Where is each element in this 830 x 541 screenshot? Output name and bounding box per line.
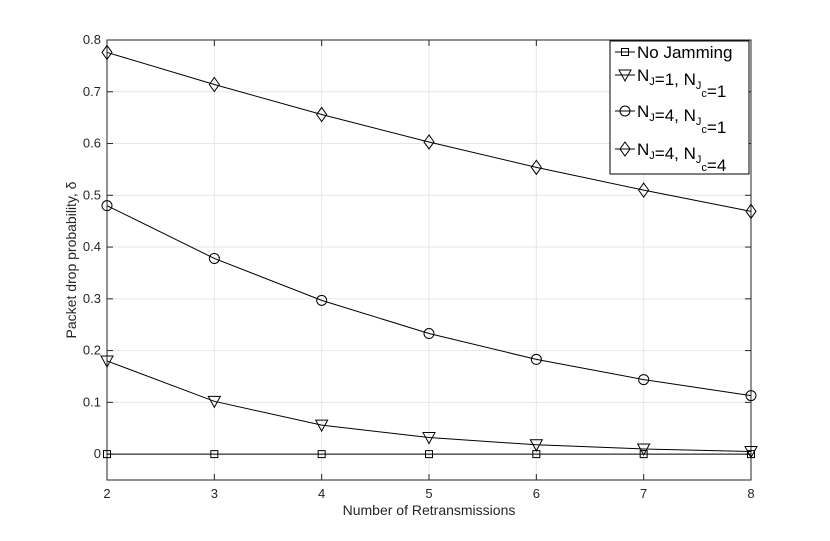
series-3 [101, 200, 757, 402]
data-point [425, 450, 433, 459]
legend: No Jamming NJ=1, NJc=1NJ=4, NJc=1NJ=4, NJ… [609, 40, 750, 175]
x-tick-label: 4 [318, 486, 325, 501]
y-tick-label: 0.8 [83, 32, 101, 47]
x-tick-label: 8 [747, 486, 754, 501]
series-2 [100, 355, 758, 459]
data-point [208, 252, 220, 264]
series-line [106, 51, 752, 212]
legend-marker [619, 105, 631, 117]
series-4 [101, 44, 757, 220]
axis-ticks: 2 3 4 5 6 7 8 0 0.1 0.2 0.3 0.4 0.5 0.6 0.7 0.8 [83, 32, 755, 501]
series-line [106, 360, 752, 453]
legend-entry: NJ=4, NJc=1 [615, 102, 726, 137]
data-point [423, 134, 435, 150]
data-point [210, 450, 219, 459]
legend-entry: No Jamming [615, 43, 732, 62]
y-tick-label: 0.6 [83, 136, 101, 151]
legend-entry: NJ=4, NJc=4 [615, 140, 726, 175]
data-point [639, 450, 648, 459]
x-tick-label: 3 [211, 486, 218, 501]
data-point [422, 432, 436, 445]
y-tick-label: 0.4 [83, 239, 101, 254]
data-point [208, 76, 220, 93]
data-point [530, 159, 542, 176]
x-tick-label: 5 [425, 486, 432, 501]
data-point [101, 44, 113, 61]
y-axis-label: Packet drop probability, δ [63, 181, 79, 338]
data-point [103, 450, 111, 459]
legend-label: No Jamming [637, 43, 732, 62]
y-tick-label: 0.5 [83, 187, 101, 202]
legend-label: NJ=1, NJc=1 [637, 66, 726, 101]
data-point [423, 328, 435, 340]
y-tick-label: 0.3 [83, 291, 101, 306]
y-tick-label: 0.1 [83, 394, 101, 409]
data-point [317, 450, 326, 459]
data-point [316, 106, 328, 123]
data-point [745, 203, 757, 220]
legend-marker [621, 48, 629, 56]
legend-label: NJ=4, NJc=4 [637, 140, 726, 175]
legend-label: NJ=4, NJc=1 [637, 102, 726, 137]
data-point [744, 446, 758, 459]
data-point [100, 355, 114, 368]
data-point [314, 419, 329, 433]
legend-marker [618, 69, 632, 83]
data-point [529, 439, 544, 452]
data-point [530, 353, 542, 365]
data-point [636, 443, 651, 456]
legend-box [609, 40, 750, 175]
data-point [638, 182, 650, 198]
data-point [745, 390, 757, 402]
data-point [316, 294, 328, 306]
data-point [638, 374, 650, 386]
series-group [100, 44, 758, 459]
x-tick-label: 6 [533, 486, 540, 501]
series-line [106, 205, 752, 397]
legend-entry: NJ=1, NJc=1 [615, 66, 726, 101]
y-tick-label: 0.7 [83, 84, 101, 99]
data-point [101, 200, 113, 212]
x-tick-label: 2 [103, 486, 110, 501]
y-tick-label: 0.2 [83, 343, 101, 358]
x-axis-label: Number of Retransmissions [343, 502, 516, 518]
y-tick-label: 0 [94, 446, 101, 461]
legend-marker [619, 141, 631, 157]
data-point [207, 395, 222, 409]
x-tick-label: 7 [640, 486, 647, 501]
